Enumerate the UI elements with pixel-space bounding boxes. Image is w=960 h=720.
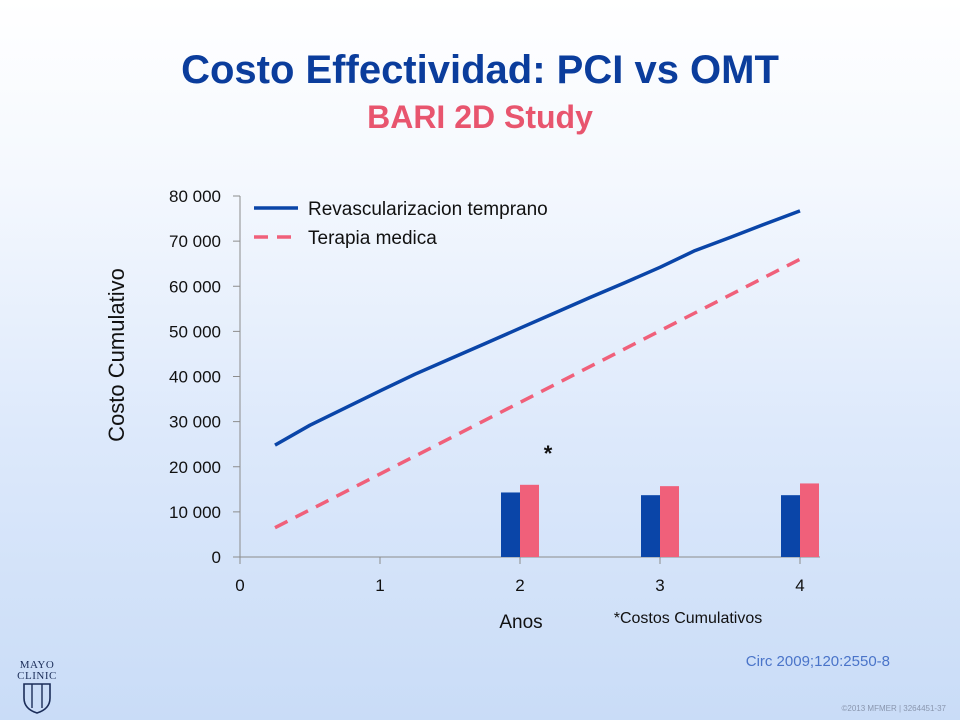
line-group [274, 209, 801, 530]
bar-revasc [501, 492, 520, 557]
x-tick-label: 4 [795, 576, 804, 595]
line-revasc [274, 209, 801, 447]
y-tick-label: 0 [212, 548, 221, 567]
y-tick-label: 80 000 [169, 187, 221, 206]
x-tick-label: 2 [515, 576, 524, 595]
bar-group [501, 483, 819, 557]
significance-marker: * [544, 441, 553, 466]
logo-text-clinic: CLINIC [17, 670, 57, 682]
line-medica [274, 257, 801, 530]
copyright: ©2013 MFMER | 3264451-37 [841, 704, 946, 713]
bar-revasc [641, 495, 660, 557]
x-tick-label: 1 [375, 576, 384, 595]
mayo-clinic-logo: MAYO CLINIC [12, 660, 62, 716]
citation: Circ 2009;120:2550-8 [745, 653, 890, 670]
bar-revasc [781, 495, 800, 557]
y-tick-label: 70 000 [169, 232, 221, 251]
x-axis: 0 1 2 3 4 [235, 556, 820, 595]
legend-label-revasc: Revascularizacion temprano [308, 199, 548, 220]
x-axis-label: Anos [499, 612, 542, 633]
legend-label-medica: Terapia medica [308, 228, 437, 249]
y-tick-label: 30 000 [169, 413, 221, 432]
y-tick-label: 20 000 [169, 458, 221, 477]
bar-medica [660, 486, 679, 557]
y-axis-label: Costo Cumulativo [104, 268, 129, 442]
logo-text-mayo: MAYO [19, 659, 55, 671]
x-tick-label: 0 [235, 576, 244, 595]
y-tick-label: 10 000 [169, 503, 221, 522]
y-tick-label: 50 000 [169, 322, 221, 341]
legend: Revascularizacion temprano Terapia medic… [254, 199, 548, 249]
slide-title: Costo Effectividad: PCI vs OMT [181, 48, 779, 92]
shield-icon [23, 683, 51, 714]
y-tick-label: 40 000 [169, 368, 221, 387]
y-tick-label: 60 000 [169, 277, 221, 296]
x-tick-label: 3 [655, 576, 664, 595]
footnote: *Costos Cumulativos [614, 610, 763, 627]
slide-subtitle: BARI 2D Study [367, 99, 593, 135]
y-axis: 0 10 000 20 000 30 000 40 000 50 000 60 000 70 … [169, 187, 241, 567]
bar-medica [520, 484, 539, 557]
bar-medica [800, 483, 819, 557]
